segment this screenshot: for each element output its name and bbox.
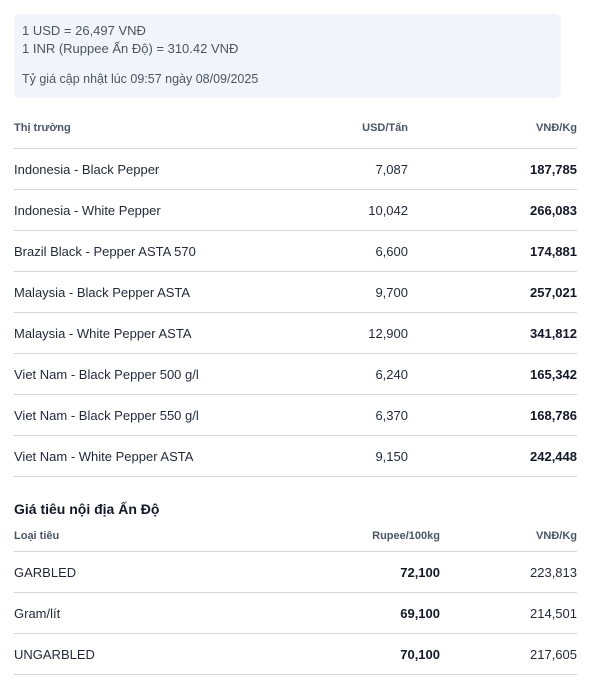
pepper-type-cell: Gram/lít [14,592,334,634]
usd-ton-cell: 6,600 [324,230,408,272]
table-row: Viet Nam - Black Pepper 550 g/l 6,370 16… [14,394,577,436]
market-cell: Malaysia - Black Pepper ASTA [14,271,324,313]
table-row: Malaysia - White Pepper ASTA 12,900 341,… [14,312,577,354]
market-cell: Viet Nam - White Pepper ASTA [14,435,324,477]
market-cell: Indonesia - Black Pepper [14,148,324,190]
vnd-kg-cell: 214,501 [440,592,577,634]
rupee-cell: 69,100 [334,592,440,634]
usd-rate: 1 USD = 26,497 VNĐ [22,23,146,38]
col-header-rupee-100kg: Rupee/100kg [334,521,440,552]
col-header-market: Thị trường [14,108,324,149]
usd-ton-cell: 6,240 [324,353,408,395]
vnd-kg-cell: 187,785 [408,148,577,190]
vnd-kg-cell: 174,881 [408,230,577,272]
vnd-kg-cell: 223,813 [440,551,577,593]
table-row: Brazil Black - Pepper ASTA 570 6,600 174… [14,230,577,272]
col-header-usd-ton: USD/Tấn [324,108,408,149]
market-cell: Indonesia - White Pepper [14,189,324,231]
usd-ton-cell: 9,700 [324,271,408,313]
vnd-kg-cell: 266,083 [408,189,577,231]
table-row: GARBLED 72,100 223,813 [14,551,577,593]
vnd-kg-cell: 168,786 [408,394,577,436]
usd-ton-cell: 7,087 [324,148,408,190]
rupee-cell: 72,100 [334,551,440,593]
india-section-title: Giá tiêu nội địa Ấn Độ [14,501,160,517]
vnd-kg-cell: 257,021 [408,271,577,313]
pepper-type-cell: GARBLED [14,551,334,593]
world-pepper-table: Thị trường USD/Tấn VNĐ/Kg Indonesia - Bl… [14,108,577,477]
market-cell: Malaysia - White Pepper ASTA [14,312,324,354]
vnd-kg-cell: 217,605 [440,633,577,675]
usd-ton-cell: 6,370 [324,394,408,436]
table-row: Viet Nam - Black Pepper 500 g/l 6,240 16… [14,353,577,395]
pepper-price-widget: 1 USD = 26,497 VNĐ 1 INR (Ruppee Ấn Độ) … [0,14,601,675]
rate-updated-time: Tỷ giá cập nhật lúc 09:57 ngày 08/09/202… [22,72,259,86]
usd-ton-cell: 10,042 [324,189,408,231]
table-row: Viet Nam - White Pepper ASTA 9,150 242,4… [14,435,577,477]
market-cell: Brazil Black - Pepper ASTA 570 [14,230,324,272]
india-pepper-table: Loại tiêu Rupee/100kg VNĐ/Kg GARBLED 72,… [14,521,577,675]
pepper-type-cell: UNGARBLED [14,633,334,675]
table-row: UNGARBLED 70,100 217,605 [14,633,577,675]
market-cell: Viet Nam - Black Pepper 550 g/l [14,394,324,436]
col-header-vnd-kg: VNĐ/Kg [440,521,577,552]
table-header-row: Thị trường USD/Tấn VNĐ/Kg [14,108,577,149]
inr-rate: 1 INR (Ruppee Ấn Độ) = 310.42 VNĐ [22,41,239,56]
vnd-kg-cell: 341,812 [408,312,577,354]
col-header-vnd-kg: VNĐ/Kg [408,108,577,149]
market-cell: Viet Nam - Black Pepper 500 g/l [14,353,324,395]
usd-ton-cell: 9,150 [324,435,408,477]
rupee-cell: 70,100 [334,633,440,675]
usd-ton-cell: 12,900 [324,312,408,354]
table-row: Gram/lít 69,100 214,501 [14,592,577,634]
vnd-kg-cell: 165,342 [408,353,577,395]
vnd-kg-cell: 242,448 [408,435,577,477]
table-row: Malaysia - Black Pepper ASTA 9,700 257,0… [14,271,577,313]
table-row: Indonesia - Black Pepper 7,087 187,785 [14,148,577,190]
table-header-row: Loại tiêu Rupee/100kg VNĐ/Kg [14,521,577,552]
col-header-pepper-type: Loại tiêu [14,521,334,552]
exchange-rate-box: 1 USD = 26,497 VNĐ 1 INR (Ruppee Ấn Độ) … [14,14,561,98]
table-row: Indonesia - White Pepper 10,042 266,083 [14,189,577,231]
